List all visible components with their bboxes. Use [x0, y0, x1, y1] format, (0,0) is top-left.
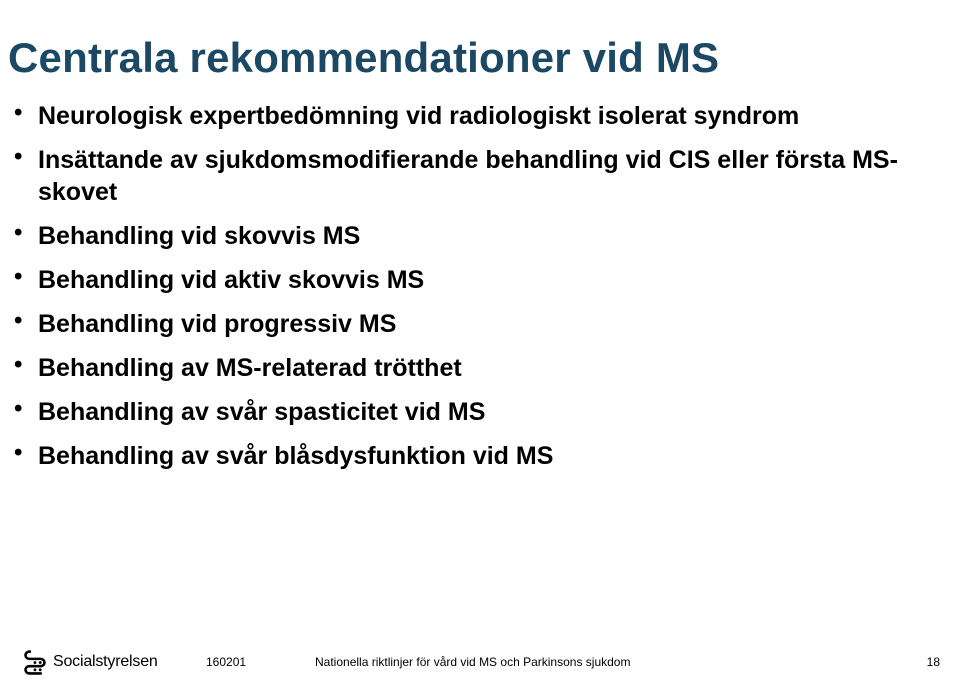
footer-source: Nationella riktlinjer för vård vid MS oc…	[315, 655, 630, 669]
list-item: Behandling vid aktiv skovvis MS	[8, 264, 920, 296]
logo-icon	[22, 649, 48, 675]
page-number: 18	[927, 655, 940, 669]
list-item: Insättande av sjukdomsmodifierande behan…	[8, 144, 920, 208]
list-item: Behandling vid skovvis MS	[8, 220, 920, 252]
list-item: Behandling av svår blåsdysfunktion vid M…	[8, 440, 920, 472]
list-item: Behandling vid progressiv MS	[8, 308, 920, 340]
list-item: Behandling av svår spasticitet vid MS	[8, 396, 920, 428]
list-item: Behandling av MS-relaterad trötthet	[8, 352, 920, 384]
logo: Socialstyrelsen	[22, 649, 158, 675]
footer: Socialstyrelsen 160201 Nationella riktli…	[0, 639, 960, 679]
logo-text: Socialstyrelsen	[53, 653, 158, 671]
slide-title: Centrala rekommendationer vid MS	[8, 34, 940, 82]
footer-date: 160201	[206, 655, 246, 669]
list-item: Neurologisk expertbedömning vid radiolog…	[8, 100, 920, 132]
slide: Centrala rekommendationer vid MS Neurolo…	[0, 0, 960, 687]
bullet-list: Neurologisk expertbedömning vid radiolog…	[8, 100, 920, 484]
